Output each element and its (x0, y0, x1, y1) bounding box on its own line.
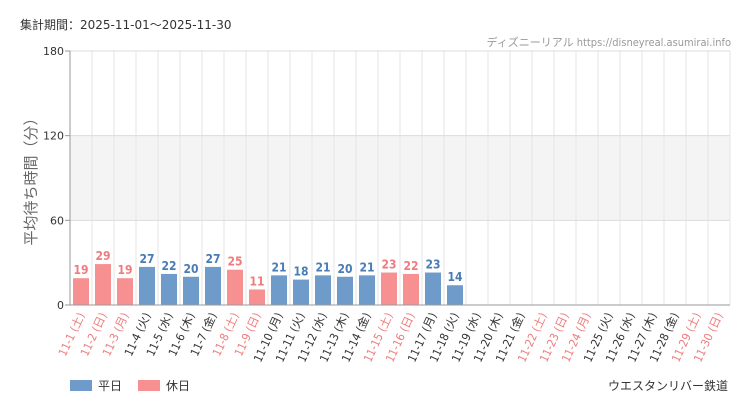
bar-label-1: 19 (73, 263, 88, 277)
source-label: ディズニーリアル https://disneyreal.asumirai.inf… (486, 36, 731, 49)
bar-3 (117, 278, 133, 305)
bar-label-11: 18 (293, 265, 308, 279)
bar-18 (447, 285, 463, 305)
bar-label-6: 20 (183, 262, 198, 276)
bar-label-9: 11 (249, 274, 264, 288)
period-label: 集計期間：2025-11-01～2025-11-30 (20, 18, 232, 32)
bar-label-14: 21 (359, 260, 374, 274)
bar-label-10: 21 (271, 260, 286, 274)
bar-5 (161, 273, 177, 305)
bar-16 (403, 273, 419, 305)
bar-label-18: 14 (447, 270, 463, 284)
bar-13 (337, 276, 353, 305)
bar-11 (293, 279, 309, 305)
attraction-name: ウエスタンリバー鉄道 (607, 379, 728, 393)
legend-label-holiday: 休日 (166, 379, 191, 393)
bar-label-15: 23 (381, 258, 396, 272)
legend: 平日 休日 (70, 377, 206, 394)
y-tick-label: 60 (50, 214, 64, 227)
bar-2 (95, 264, 111, 305)
y-axis-title: 平均待ち時間（分） (22, 110, 40, 245)
y-tick-label: 120 (43, 130, 64, 143)
bar-15 (381, 272, 397, 305)
bar-label-13: 20 (337, 262, 352, 276)
bar-14 (359, 275, 375, 305)
bar-label-4: 27 (139, 252, 154, 266)
bar-6 (183, 276, 199, 305)
bar-7 (205, 266, 221, 305)
bar-4 (139, 266, 155, 305)
bar-label-12: 21 (315, 260, 330, 274)
bar-9 (249, 289, 265, 305)
y-tick-label: 0 (57, 299, 64, 312)
bar-17 (425, 272, 441, 305)
bar-label-2: 29 (95, 249, 110, 263)
legend-label-weekday: 平日 (98, 379, 123, 393)
bar-label-3: 19 (117, 263, 132, 277)
legend-swatch-weekday (70, 380, 92, 391)
y-tick-label: 180 (43, 45, 64, 58)
legend-item-holiday: 休日 (138, 377, 190, 394)
bar-label-8: 25 (227, 255, 242, 269)
bar-12 (315, 275, 331, 305)
bar-label-5: 22 (161, 259, 176, 273)
bar-1 (73, 278, 89, 305)
bar-label-7: 27 (205, 252, 220, 266)
bar-label-16: 22 (403, 259, 418, 273)
bar-label-17: 23 (425, 258, 440, 272)
bar-10 (271, 275, 287, 305)
bar-8 (227, 269, 243, 305)
legend-item-weekday: 平日 (70, 377, 122, 394)
legend-swatch-holiday (138, 380, 161, 391)
